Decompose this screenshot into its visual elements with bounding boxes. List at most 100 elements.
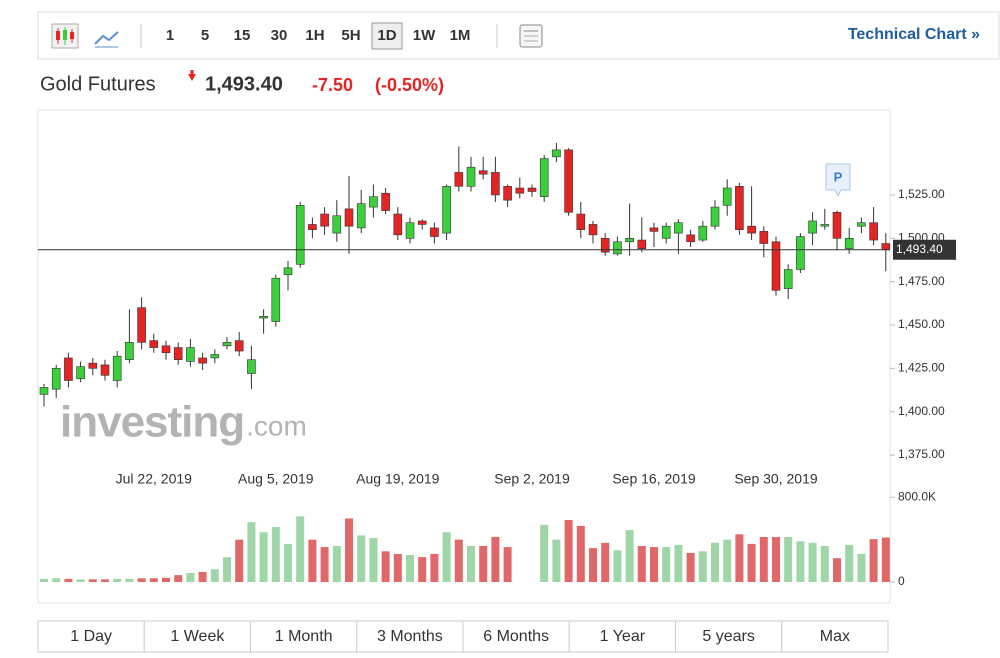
range-label[interactable]: 1 Month bbox=[275, 628, 333, 645]
volume-bar bbox=[40, 578, 48, 582]
candle-body bbox=[613, 241, 622, 255]
candle-body bbox=[356, 203, 366, 229]
interval-button[interactable]: 5H bbox=[341, 27, 360, 44]
volume-bar bbox=[467, 546, 475, 582]
candle-body bbox=[198, 357, 207, 364]
candle-body bbox=[515, 187, 525, 194]
candle-body bbox=[100, 364, 110, 376]
calendar-icon[interactable] bbox=[519, 24, 543, 48]
volume-bar bbox=[308, 539, 317, 582]
volume-bar bbox=[454, 539, 463, 582]
volume-bar bbox=[650, 547, 658, 582]
volume-bar bbox=[369, 538, 378, 582]
range-button[interactable] bbox=[781, 620, 889, 653]
volume-bar bbox=[759, 537, 768, 582]
volume-bar bbox=[137, 578, 146, 582]
candle-body bbox=[369, 196, 378, 208]
volume-bar bbox=[601, 542, 610, 582]
candle-body bbox=[76, 366, 85, 380]
interval-button[interactable]: 1H bbox=[305, 27, 324, 44]
volume-bar bbox=[149, 578, 158, 582]
candle-body bbox=[686, 234, 695, 243]
y-tick-label: 1,400.00 bbox=[898, 404, 945, 418]
candle-body bbox=[332, 215, 342, 234]
chart-frame bbox=[37, 109, 891, 604]
range-label[interactable]: 1 Week bbox=[170, 628, 225, 645]
range-button[interactable] bbox=[675, 620, 783, 653]
candle-body bbox=[308, 224, 317, 230]
candle-body bbox=[552, 149, 561, 158]
candle-body bbox=[271, 277, 281, 322]
range-label[interactable]: 6 Months bbox=[483, 628, 549, 645]
candle-body bbox=[320, 213, 329, 227]
candle-body bbox=[674, 222, 683, 234]
candle-icon[interactable] bbox=[51, 23, 79, 49]
instrument-name: Gold Futures bbox=[40, 73, 156, 95]
candle-body bbox=[564, 149, 573, 213]
candle-body bbox=[283, 267, 293, 276]
interval-button[interactable]: 1 bbox=[166, 27, 174, 44]
volume-bar bbox=[662, 547, 671, 582]
candle-body bbox=[51, 368, 61, 390]
candle-body bbox=[735, 185, 744, 230]
candle-body bbox=[625, 238, 634, 243]
marker-label[interactable]: P bbox=[834, 169, 843, 184]
volume-bar bbox=[430, 553, 439, 582]
volume-bar bbox=[698, 551, 707, 582]
candle-body bbox=[466, 166, 476, 187]
candle-body bbox=[783, 269, 793, 289]
y2-tick-label: 800.0K bbox=[898, 489, 936, 503]
volume-bar bbox=[198, 571, 207, 582]
range-label[interactable]: 1 Day bbox=[70, 628, 112, 645]
y-tick-label: 1,425.00 bbox=[898, 361, 945, 375]
volume-bar bbox=[113, 578, 122, 582]
toolbar bbox=[37, 11, 1000, 60]
range-button[interactable] bbox=[462, 620, 570, 653]
interval-button[interactable]: 5 bbox=[201, 27, 209, 44]
candle-body bbox=[808, 220, 817, 234]
range-label[interactable]: Max bbox=[820, 628, 850, 645]
volume-bar bbox=[613, 550, 622, 582]
interval-button[interactable]: 1W bbox=[413, 27, 436, 44]
volume-bar bbox=[784, 537, 793, 582]
y-tick-label: 1,450.00 bbox=[898, 317, 945, 331]
candle-body bbox=[393, 213, 403, 236]
volume-bar bbox=[735, 534, 744, 582]
candle-body bbox=[454, 172, 464, 187]
candle-body bbox=[234, 340, 244, 352]
range-label[interactable]: 3 Months bbox=[377, 628, 443, 645]
interval-button[interactable]: 30 bbox=[271, 27, 288, 44]
line-icon[interactable] bbox=[94, 31, 119, 45]
interval-button[interactable]: 1D bbox=[377, 27, 396, 44]
volume-bar bbox=[686, 552, 695, 582]
interval-button[interactable]: 15 bbox=[234, 27, 251, 44]
volume-bar bbox=[881, 537, 890, 582]
marker-pin[interactable] bbox=[825, 163, 851, 198]
y-tick-label: 1,475.00 bbox=[898, 274, 945, 288]
candle-body bbox=[478, 170, 488, 175]
icon-body bbox=[63, 30, 67, 40]
x-tick-label: Aug 19, 2019 bbox=[356, 471, 440, 487]
range-button[interactable] bbox=[143, 620, 251, 653]
candle-body bbox=[417, 220, 427, 225]
range-button[interactable] bbox=[568, 620, 676, 653]
volume-bar bbox=[723, 539, 732, 582]
volume-bar bbox=[393, 553, 402, 582]
down-arrow bbox=[188, 70, 196, 81]
range-label[interactable]: 1 Year bbox=[600, 628, 646, 645]
volume-bar bbox=[820, 546, 829, 582]
candle-body bbox=[430, 227, 439, 237]
price: 1,493.40 bbox=[205, 73, 283, 95]
range-button[interactable] bbox=[37, 620, 145, 653]
volume-bar bbox=[235, 539, 244, 582]
range-button[interactable] bbox=[250, 620, 358, 653]
interval-button[interactable]: 1M bbox=[450, 27, 471, 44]
technical-chart-link[interactable]: Technical Chart » bbox=[848, 26, 980, 43]
candle-body bbox=[125, 342, 134, 360]
volume-bar bbox=[747, 543, 756, 582]
volume-bar bbox=[88, 579, 97, 582]
icon-body bbox=[70, 32, 74, 39]
candle-body bbox=[381, 192, 390, 211]
range-label[interactable]: 5 years bbox=[702, 628, 754, 645]
